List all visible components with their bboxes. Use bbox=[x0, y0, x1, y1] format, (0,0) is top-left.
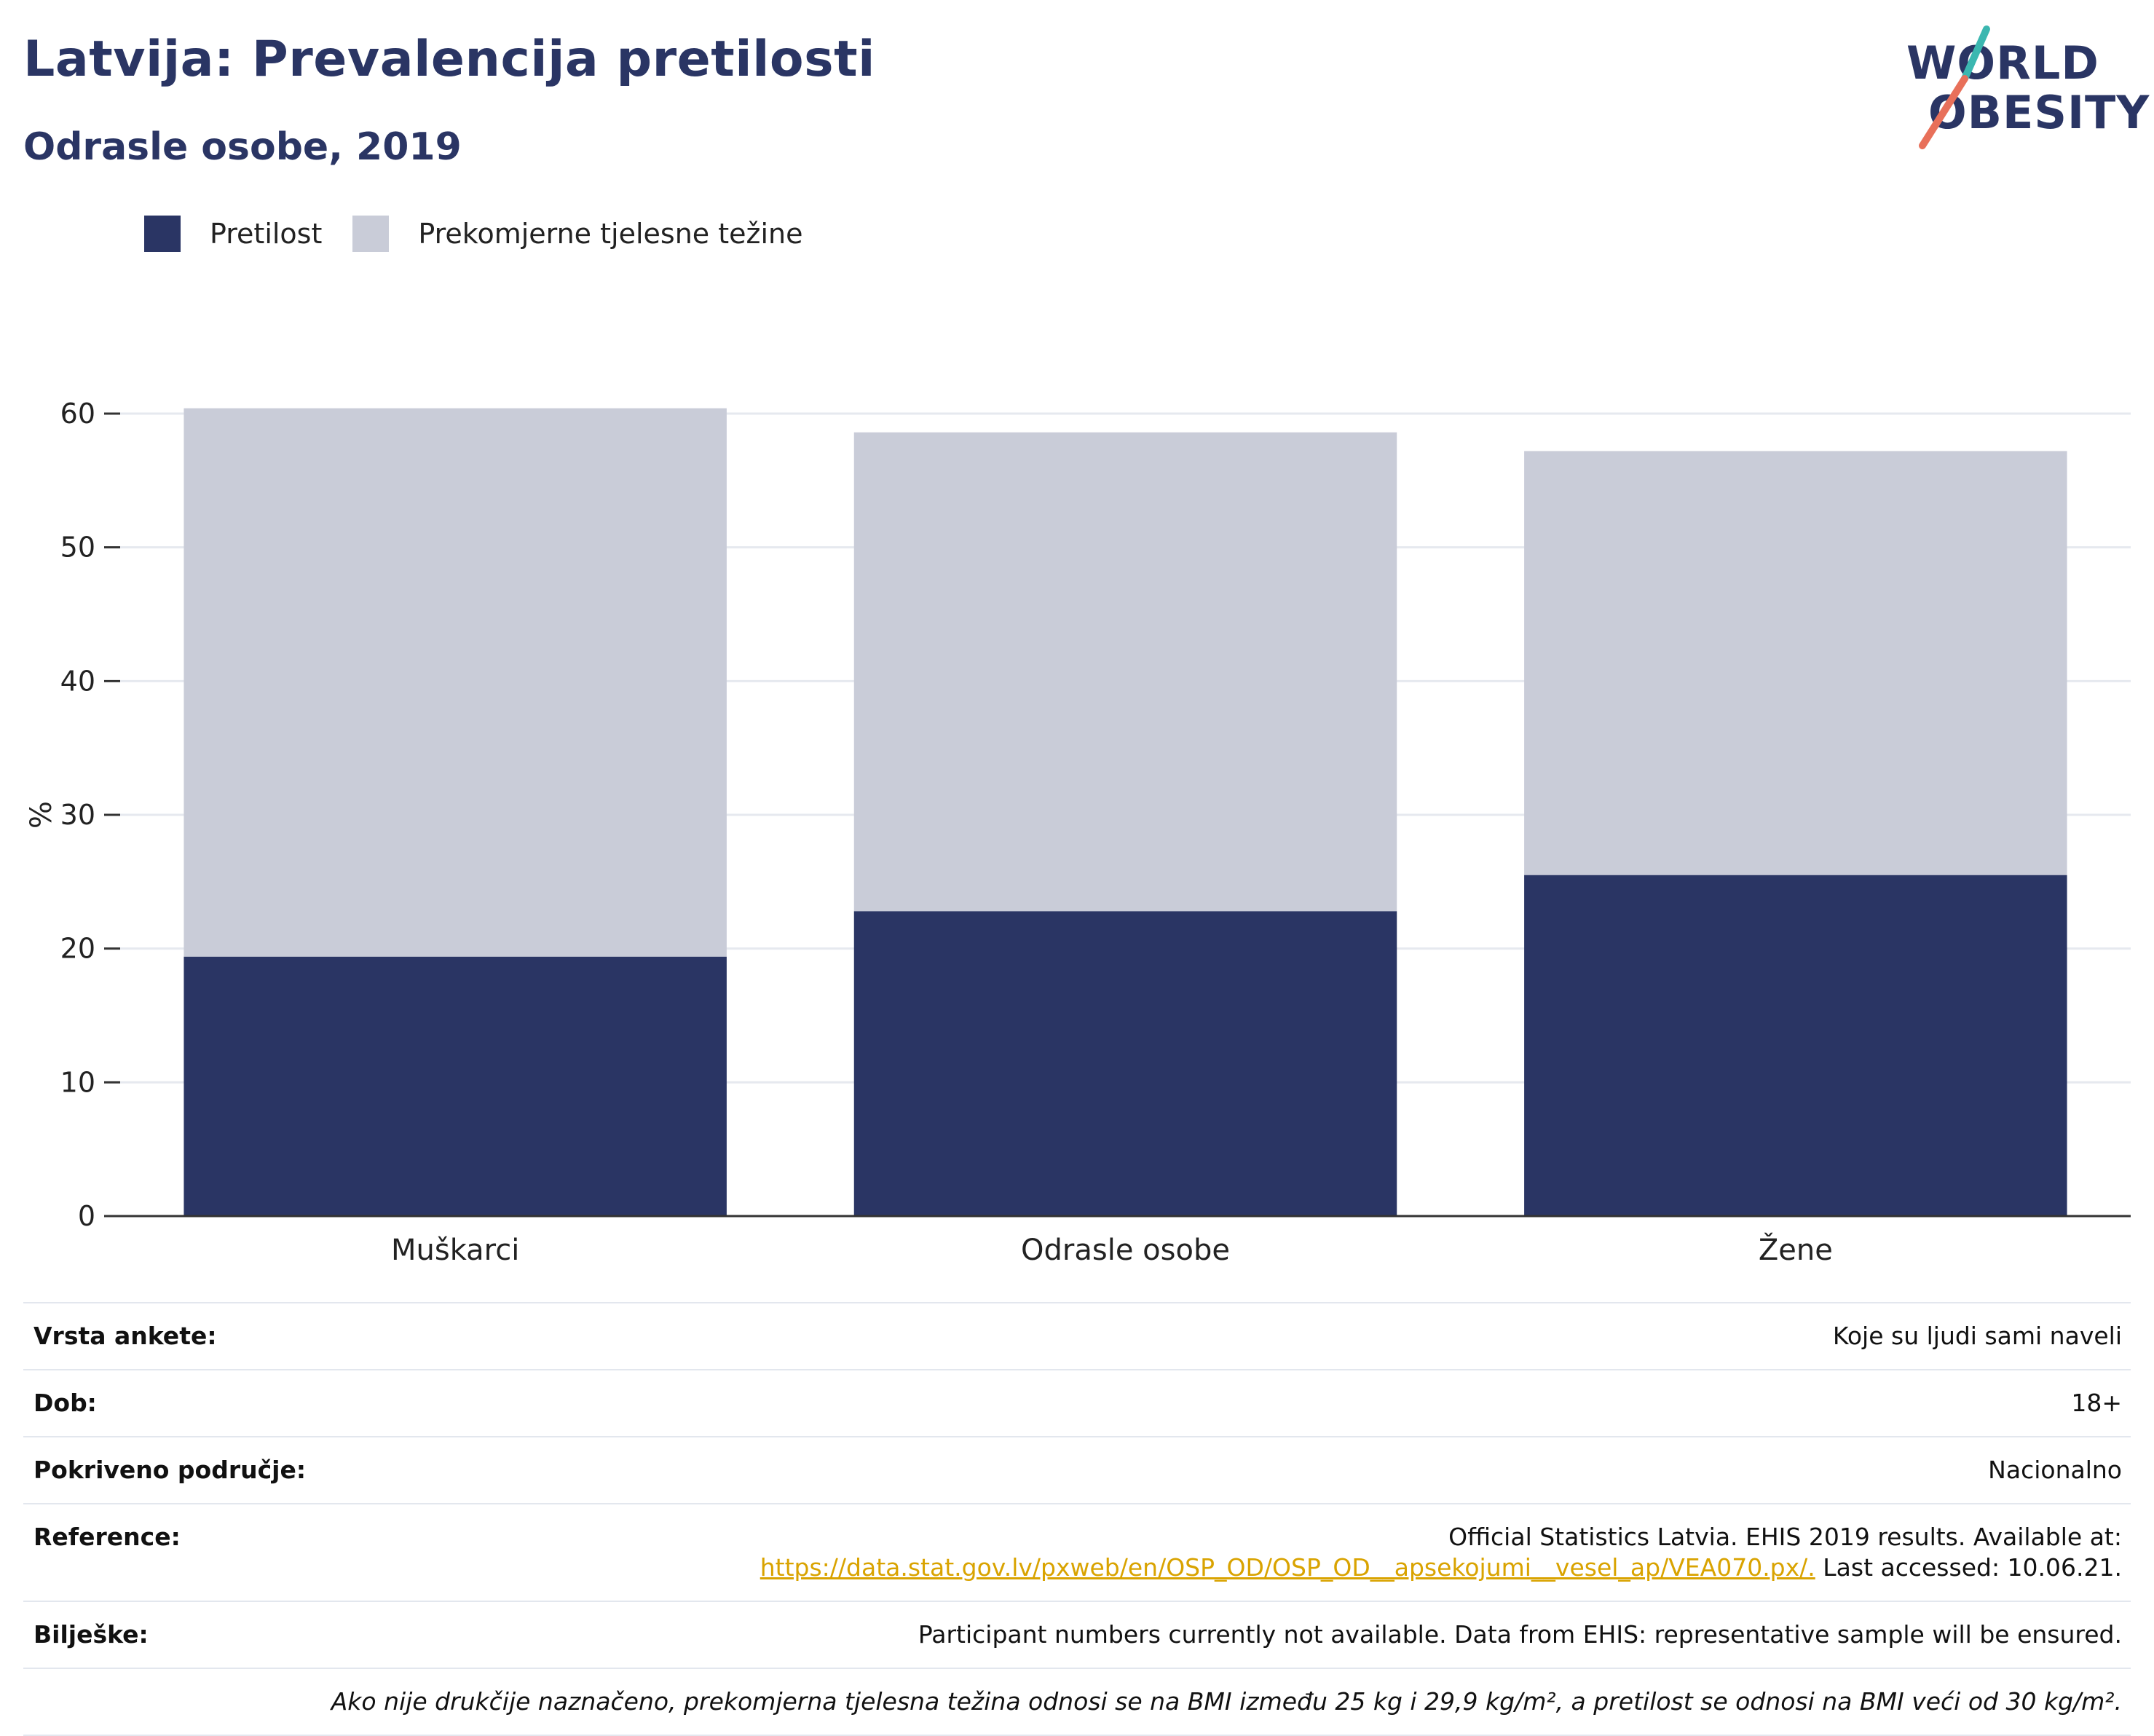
legend-label-obesity: Pretilost bbox=[210, 218, 323, 250]
reference-link[interactable]: https://data.stat.gov.lv/pxweb/en/OSP_OD… bbox=[760, 1553, 1815, 1582]
stacked-bar-chart: 0 10 20 30 40 50 60% Muškarci Odrasle osobe Žene bbox=[25, 398, 2131, 1267]
x-tick-label: Muškarci bbox=[391, 1234, 519, 1267]
meta-value: Nacionalno bbox=[1988, 1456, 2122, 1484]
meta-row-coverage: Pokriveno područje: Nacionalno bbox=[23, 1436, 2131, 1503]
meta-row-age: Dob: 18+ bbox=[23, 1369, 2131, 1436]
page-title: Latvija: Prevalencija pretilosti bbox=[23, 31, 875, 88]
logo-slash-icon bbox=[1919, 25, 1990, 149]
legend-label-overweight: Prekomjerne tjelesne težine bbox=[418, 218, 803, 250]
y-tick-label: 20 bbox=[60, 933, 95, 965]
logo-line-2: OBESITY bbox=[1928, 86, 2150, 139]
reference-text: Official Statistics Latvia. EHIS 2019 re… bbox=[1448, 1523, 2122, 1551]
page-subtitle: Odrasle osobe, 2019 bbox=[23, 125, 462, 169]
meta-key: Vrsta ankete: bbox=[33, 1322, 217, 1350]
metadata-table: Vrsta ankete: Koje su ljudi sami naveli … bbox=[23, 1302, 2131, 1736]
meta-value: Official Statistics Latvia. EHIS 2019 re… bbox=[760, 1522, 2122, 1583]
bar-obesity bbox=[184, 956, 727, 1216]
legend-swatch-obesity bbox=[144, 216, 181, 252]
meta-row-survey-type: Vrsta ankete: Koje su ljudi sami naveli bbox=[23, 1302, 2131, 1369]
y-tick-label: 0 bbox=[78, 1200, 95, 1232]
meta-key: Dob: bbox=[33, 1389, 97, 1417]
logo-line-1: WORLD bbox=[1906, 36, 2099, 90]
meta-value: Koje su ljudi sami naveli bbox=[1832, 1322, 2122, 1350]
legend-item-overweight: Prekomjerne tjelesne težine bbox=[352, 216, 803, 252]
bar-overweight bbox=[184, 408, 727, 957]
meta-row-reference: Reference: Official Statistics Latvia. E… bbox=[23, 1503, 2131, 1601]
y-tick-label: 30 bbox=[60, 799, 95, 831]
y-axis-label: % bbox=[25, 801, 58, 829]
legend-item-obesity: Pretilost bbox=[144, 216, 322, 252]
bar-overweight bbox=[853, 432, 1397, 912]
reference-accessed: Last accessed: 10.06.21. bbox=[1815, 1553, 2122, 1582]
world-obesity-logo: WORLD OBESITY bbox=[1893, 22, 2149, 160]
bar-obesity bbox=[853, 911, 1397, 1216]
bar-obesity bbox=[1524, 875, 2067, 1216]
x-tick-label: Odrasle osobe bbox=[1021, 1234, 1230, 1267]
x-tick-label: Žene bbox=[1759, 1232, 1833, 1267]
y-tick-label: 50 bbox=[60, 532, 95, 564]
meta-value: 18+ bbox=[2071, 1389, 2122, 1417]
y-tick-label: 10 bbox=[60, 1066, 95, 1098]
y-tick-label: 40 bbox=[60, 665, 95, 697]
chart-legend: Pretilost Prekomjerne tjelesne težine bbox=[144, 216, 834, 252]
y-tick-label: 60 bbox=[60, 398, 95, 430]
meta-value: Participant numbers currently not availa… bbox=[918, 1620, 2122, 1649]
meta-key: Pokriveno područje: bbox=[33, 1456, 307, 1484]
meta-row-notes: Bilješke: Participant numbers currently … bbox=[23, 1601, 2131, 1668]
bar-overweight bbox=[1524, 451, 2067, 875]
meta-row-footnote: Ako nije drukčije naznačeno, prekomjerna… bbox=[23, 1668, 2131, 1736]
meta-key: Reference: bbox=[33, 1523, 181, 1551]
footnote-text: Ako nije drukčije naznačeno, prekomjerna… bbox=[331, 1687, 2122, 1716]
legend-swatch-overweight bbox=[352, 216, 390, 252]
meta-key: Bilješke: bbox=[33, 1620, 149, 1649]
